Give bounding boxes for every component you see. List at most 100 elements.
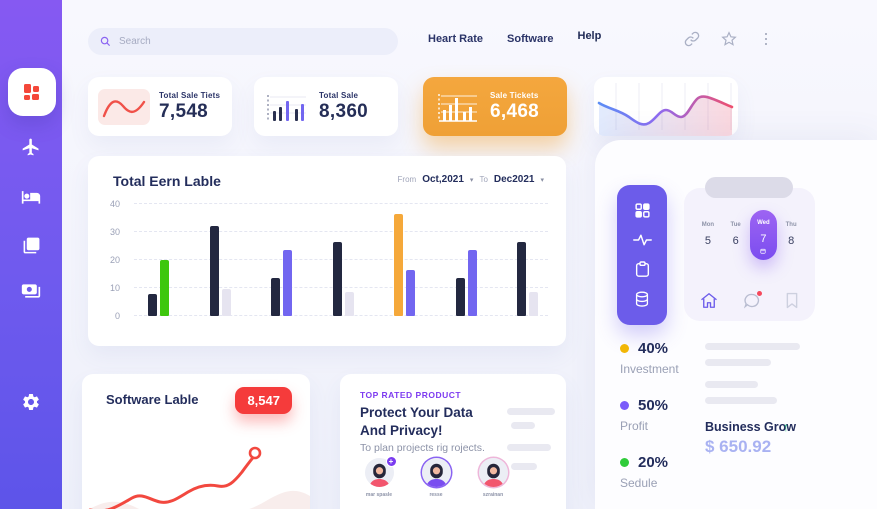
date-range-picker: From Oct,2021 ▾ To Dec2021 ▾ bbox=[398, 174, 544, 185]
calendar-day-thu[interactable]: Thu 8 bbox=[777, 218, 805, 260]
day-name: Mon bbox=[701, 222, 715, 228]
software-card-title: Software Lable bbox=[106, 392, 199, 407]
stat-percent: 40% bbox=[638, 340, 669, 357]
link-icon[interactable] bbox=[684, 31, 700, 47]
bed-icon bbox=[21, 191, 41, 204]
total-earn-chart-card: Total Eern Lable From Oct,2021 ▾ To Dec2… bbox=[88, 156, 566, 346]
day-number: 8 bbox=[788, 235, 795, 247]
card-trend-sparkline[interactable] bbox=[594, 77, 738, 136]
card-total-sale[interactable]: Total Sale 8,360 bbox=[254, 77, 398, 136]
avatar-name: szrainan bbox=[482, 492, 504, 498]
stat-investment: 40% Investment bbox=[620, 340, 679, 376]
bar-green bbox=[160, 260, 169, 316]
calendar-footer-icons bbox=[700, 291, 799, 309]
sidebar-item-bookings[interactable] bbox=[0, 232, 62, 258]
kebab-menu-icon[interactable] bbox=[758, 31, 774, 47]
skeleton-line bbox=[511, 463, 537, 470]
stat-sedule: 20% Sedule bbox=[620, 454, 679, 490]
chat-icon[interactable] bbox=[743, 291, 762, 309]
software-badge: 8,547 bbox=[235, 387, 292, 414]
day-name: Tue bbox=[730, 222, 741, 228]
bookmark-icon[interactable] bbox=[785, 292, 799, 309]
clipboard-icon[interactable] bbox=[635, 261, 650, 278]
calendar-days: Mon 5 Tue 6 Wed 7 Thu 8 bbox=[694, 210, 805, 260]
gear-icon bbox=[23, 394, 39, 410]
day-number: 7 bbox=[760, 233, 767, 245]
sidebar-item-hotels[interactable] bbox=[0, 184, 62, 210]
y-tick-label: 10 bbox=[109, 283, 120, 293]
calendar-day-mon[interactable]: Mon 5 bbox=[694, 218, 722, 260]
bar-dark bbox=[271, 278, 280, 316]
day-name: Wed bbox=[757, 220, 770, 226]
pulse-icon[interactable] bbox=[632, 232, 652, 248]
to-value-dropdown[interactable]: Dec2021 bbox=[493, 174, 535, 185]
top-rated-product-card: TOP RATED PRODUCT Protect Your Data And … bbox=[340, 374, 566, 509]
day-number: 6 bbox=[732, 235, 739, 247]
gridline bbox=[134, 203, 548, 204]
y-tick-label: 20 bbox=[109, 255, 120, 265]
calendar-day-wed-selected[interactable]: Wed 7 bbox=[749, 210, 778, 260]
bar-group bbox=[332, 204, 354, 316]
nav-help[interactable]: Help bbox=[577, 30, 602, 42]
sidebar-item-payments[interactable] bbox=[0, 278, 62, 304]
calendar-day-tue[interactable]: Tue 6 bbox=[722, 218, 750, 260]
y-tick-label: 40 bbox=[109, 199, 120, 209]
avatar-item[interactable]: szrainan bbox=[472, 458, 514, 498]
skeleton-line bbox=[705, 359, 771, 366]
bar-groups bbox=[148, 204, 538, 316]
skeleton-line bbox=[507, 444, 551, 451]
stat-label: Sedule bbox=[620, 476, 658, 490]
chevron-down-icon[interactable]: ▾ bbox=[469, 176, 474, 184]
bar-dark bbox=[209, 226, 219, 316]
bar-dark bbox=[332, 241, 342, 316]
bar-group bbox=[455, 204, 477, 316]
search-icon bbox=[100, 36, 111, 47]
gridline bbox=[134, 231, 548, 232]
search-input[interactable] bbox=[119, 36, 386, 47]
stat-percent: 20% bbox=[638, 454, 669, 471]
nav-software[interactable]: Software bbox=[507, 33, 554, 45]
earn-chart-title: Total Eern Lable bbox=[113, 173, 221, 189]
search-bar[interactable] bbox=[88, 28, 398, 55]
to-label: To bbox=[479, 175, 488, 184]
business-grow-amount: $ 650.92 bbox=[705, 437, 772, 456]
bar-group bbox=[209, 204, 231, 316]
stat-label: Total Sale bbox=[319, 90, 359, 100]
grid-icon[interactable] bbox=[634, 202, 651, 219]
stat-label: Investment bbox=[620, 362, 679, 376]
stat-text: Total Sale Tiets 7,548 bbox=[159, 91, 220, 123]
database-icon[interactable] bbox=[634, 291, 650, 308]
star-icon[interactable] bbox=[721, 31, 737, 47]
stat-dot bbox=[620, 458, 629, 467]
skeleton-line bbox=[507, 408, 555, 415]
avatar-item[interactable]: + mar spasle bbox=[358, 456, 400, 498]
product-tag: TOP RATED PRODUCT bbox=[360, 390, 462, 400]
sidebar-item-settings[interactable] bbox=[0, 389, 62, 415]
sale-mini-bars-icon bbox=[267, 94, 306, 121]
earn-y-axis: 0 10 20 30 40 bbox=[100, 199, 126, 321]
percent-stats: 40% Investment 50% Profit 20% Sedule bbox=[620, 340, 679, 509]
sidebar-item-flights[interactable] bbox=[0, 134, 62, 160]
avatar-item[interactable]: resse bbox=[415, 458, 457, 498]
sidebar bbox=[0, 0, 62, 509]
avatar bbox=[478, 458, 508, 487]
cash-icon bbox=[21, 284, 41, 298]
chevron-down-icon[interactable]: ▾ bbox=[540, 176, 544, 184]
plane-icon bbox=[22, 138, 39, 156]
add-avatar-plus-icon[interactable]: + bbox=[385, 456, 397, 467]
bar-dark bbox=[455, 278, 465, 316]
from-value-dropdown[interactable]: Oct,2021 bbox=[422, 174, 464, 185]
card-total-sale-tiets[interactable]: Total Sale Tiets 7,548 bbox=[88, 77, 232, 136]
stat-label: Sale Tickets bbox=[490, 90, 539, 100]
avatar-name: resse bbox=[429, 492, 443, 498]
bar-group bbox=[394, 204, 415, 316]
sidebar-item-dashboard[interactable] bbox=[8, 68, 56, 116]
y-tick-label: 0 bbox=[114, 311, 120, 321]
nav-heart-rate[interactable]: Heart Rate bbox=[428, 33, 484, 45]
product-subtitle: To plan projects rig rojects. bbox=[360, 442, 485, 454]
card-sale-tickets[interactable]: Sale Tickets 6,468 bbox=[423, 77, 567, 136]
stat-label: Total Sale Tiets bbox=[159, 90, 221, 100]
home-icon[interactable] bbox=[700, 292, 718, 309]
day-number: 5 bbox=[704, 235, 711, 247]
stat-value: 7,548 bbox=[159, 100, 209, 122]
